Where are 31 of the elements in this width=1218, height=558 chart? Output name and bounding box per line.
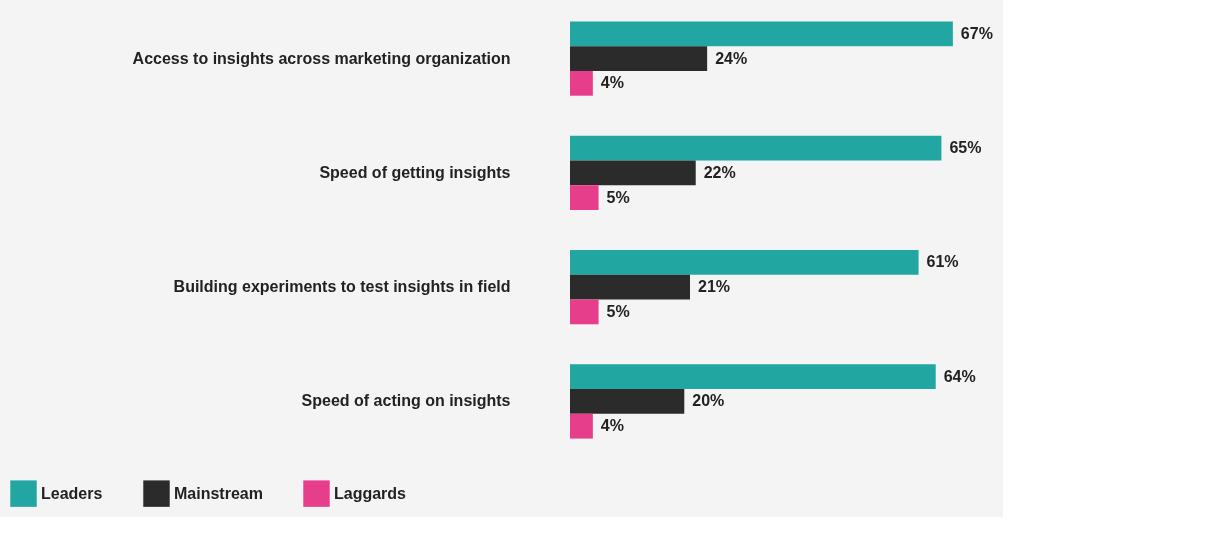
- bar: [570, 21, 953, 47]
- bar: [570, 389, 685, 414]
- legend-label: Mainstream: [174, 484, 263, 502]
- bar: [570, 46, 708, 71]
- bar: [570, 70, 593, 96]
- y-tick-label: Access to insights across marketing organization: [132, 49, 511, 67]
- bar: [570, 364, 936, 390]
- data-label: 4%: [600, 74, 624, 92]
- data-label: 24%: [715, 49, 748, 67]
- bar: [570, 250, 919, 275]
- data-label: 20%: [692, 392, 725, 410]
- data-label: 5%: [606, 188, 630, 206]
- y-tick-label: Building experiments to test insights in field: [173, 278, 511, 296]
- legend-label: Laggards: [334, 484, 407, 502]
- bar: [570, 185, 599, 210]
- data-label: 61%: [926, 253, 959, 271]
- bar: [570, 160, 696, 186]
- bar: [570, 413, 593, 439]
- bar: [570, 274, 690, 300]
- data-label: 65%: [949, 139, 982, 157]
- y-tick-label: Speed of acting on insights: [301, 392, 511, 410]
- data-label: 22%: [703, 163, 736, 181]
- legend-label: Leaders: [41, 484, 103, 502]
- data-label: 4%: [600, 417, 624, 435]
- data-label: 21%: [698, 278, 731, 296]
- bar: [570, 299, 599, 325]
- bar: [570, 135, 942, 161]
- data-label: 64%: [943, 367, 976, 385]
- data-label: 5%: [606, 302, 630, 320]
- y-tick-label: Speed of getting insights: [319, 163, 511, 181]
- data-label: 67%: [960, 24, 993, 42]
